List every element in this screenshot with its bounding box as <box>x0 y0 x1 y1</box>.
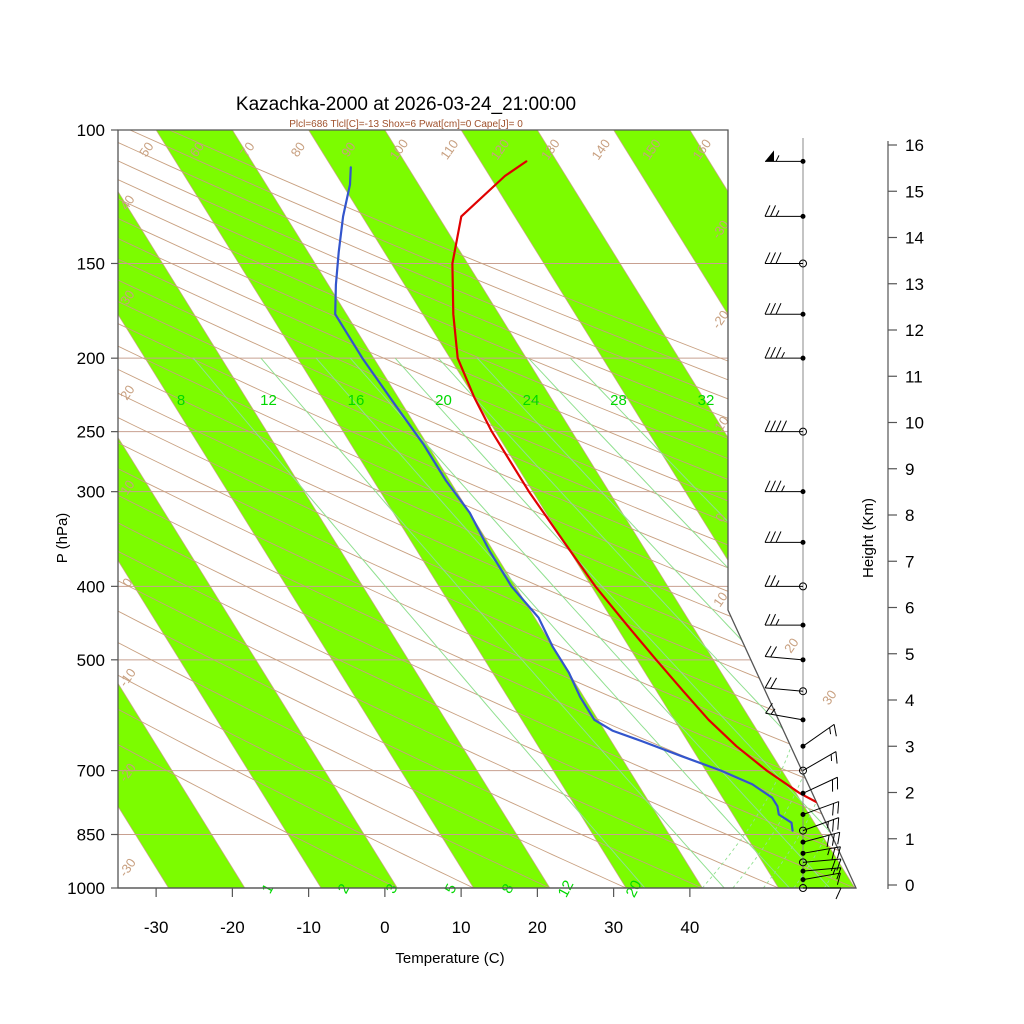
temperature-axis-ticks: -30 -20 -10 0 10 20 30 40 <box>118 887 856 937</box>
height-tick-label: 8 <box>905 506 914 525</box>
temperature-profile-curve <box>451 160 856 836</box>
wind-barb <box>764 303 806 317</box>
dry-adiabat-left-label: 30 <box>117 287 138 307</box>
temperature-tick-label: 40 <box>680 918 699 937</box>
temperature-tick-label: 30 <box>604 918 623 937</box>
dry-adiabat-top-label: 90 <box>338 139 359 159</box>
dewpoint-profile-curve <box>334 166 794 832</box>
height-tick-label: 5 <box>905 645 914 664</box>
theta-e-label: 24 <box>523 392 540 409</box>
wind-barb <box>799 884 842 900</box>
height-axis-title: Height (Km) <box>860 498 877 578</box>
wind-barb <box>764 613 806 628</box>
height-tick-label: 7 <box>905 552 914 571</box>
dry-adiabat-top-label: 60 <box>187 139 208 159</box>
pressure-tick-label: 150 <box>77 254 105 273</box>
wind-barb <box>800 776 839 796</box>
height-tick-label: 16 <box>905 136 924 155</box>
wind-barb <box>765 150 806 164</box>
wind-barb <box>800 723 837 749</box>
temperature-tick-label: -10 <box>296 918 321 937</box>
theta-e-label: 16 <box>348 392 365 409</box>
pressure-tick-label: 200 <box>77 349 105 368</box>
wind-barb <box>800 872 841 885</box>
height-tick-label: 6 <box>905 599 914 618</box>
wind-barb <box>800 846 841 860</box>
pressure-tick-label: 400 <box>77 577 105 596</box>
wind-barb <box>800 831 841 848</box>
wind-barb <box>799 817 840 835</box>
pressure-axis-title: P (hPa) <box>54 513 71 564</box>
wind-barb <box>764 480 806 495</box>
temperature-tick-label: 20 <box>528 918 547 937</box>
dry-adiabat-top-label: 70 <box>237 139 258 159</box>
height-tick-label: 9 <box>905 460 914 479</box>
wind-barb <box>764 420 807 436</box>
page-title: Kazachka-2000 at 2026-03-24_21:00:00 <box>236 94 576 115</box>
wind-barb <box>799 858 842 872</box>
pressure-tick-label: 300 <box>77 483 105 502</box>
height-tick-label: 11 <box>905 367 923 386</box>
theta-e-label: 20 <box>435 392 452 409</box>
temperature-tick-label: 10 <box>452 918 471 937</box>
temperature-tick-label: -20 <box>220 918 245 937</box>
wind-barb <box>764 575 807 591</box>
mixing-ratio-label: 20 <box>623 878 646 901</box>
temperature-axis-title: Temperature (C) <box>395 950 504 967</box>
height-tick-label: 2 <box>905 784 914 803</box>
dry-adiabat-top-label: 50 <box>136 139 157 159</box>
wind-barb <box>765 702 806 723</box>
wind-barb <box>800 801 840 818</box>
pressure-tick-label: 100 <box>77 121 105 140</box>
wind-barb <box>799 751 838 775</box>
wind-barb-column <box>764 138 842 900</box>
height-tick-label: 4 <box>905 691 914 710</box>
theta-e-label: 8 <box>177 392 185 409</box>
dry-adiabat-top-label: 80 <box>288 139 309 159</box>
plot-frame <box>117 129 858 889</box>
wind-barb <box>800 867 842 880</box>
theta-e-label: 28 <box>610 392 627 409</box>
isotherm-right-label: 10 <box>710 589 731 609</box>
height-tick-label: 1 <box>905 830 914 849</box>
pressure-tick-label: 850 <box>77 825 105 844</box>
height-tick-label: 10 <box>905 414 924 433</box>
mixing-ratio-label: 12 <box>555 878 578 901</box>
height-tick-label: 3 <box>905 737 914 756</box>
wind-barb <box>764 645 806 663</box>
dry-adiabat-left-label: 40 <box>117 192 138 212</box>
theta-e-label: 12 <box>260 392 277 409</box>
pressure-axis-ticks: 100 150 200 250 300 400 500 700 850 1000 <box>67 121 118 898</box>
wind-barb <box>764 677 807 696</box>
isotherm-right-label: 30 <box>819 687 840 707</box>
theta-e-labels: 8 12 16 20 24 28 32 <box>177 392 715 409</box>
height-tick-label: 15 <box>905 182 924 201</box>
height-tick-label: 13 <box>905 275 924 294</box>
sounding-indices-subtitle: Plcl=686 Tlcl[C]=-13 Shox=6 Pwat[cm]=0 C… <box>289 119 523 130</box>
dry-adiabat-left-label: 10 <box>117 477 138 497</box>
temperature-tick-label: -30 <box>144 918 169 937</box>
wind-barb <box>764 252 807 268</box>
wind-barb <box>764 346 806 361</box>
theta-e-label: 32 <box>698 392 715 409</box>
dry-adiabat-left-label: 20 <box>117 382 138 402</box>
height-tick-label: 12 <box>905 321 924 340</box>
height-tick-label: 0 <box>905 876 914 895</box>
isotherm-right-label: 20 <box>781 635 802 655</box>
pressure-tick-label: 1000 <box>67 879 105 898</box>
pressure-tick-label: 700 <box>77 762 105 781</box>
pressure-tick-label: 500 <box>77 651 105 670</box>
wind-barb <box>764 205 806 219</box>
pressure-tick-label: 250 <box>77 423 105 442</box>
wind-barb <box>764 531 806 545</box>
height-tick-label: 14 <box>905 229 924 248</box>
temperature-tick-label: 0 <box>380 918 389 937</box>
